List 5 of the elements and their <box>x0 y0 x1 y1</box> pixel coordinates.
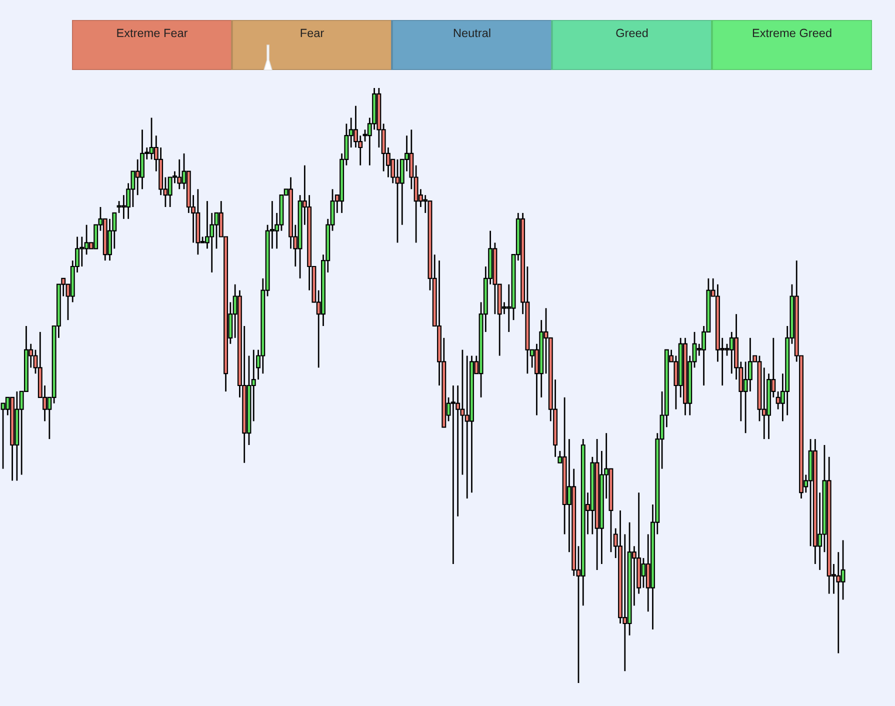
category-label: Neutral <box>454 28 490 38</box>
category-label: Greed <box>616 28 648 38</box>
category-label: Fear <box>300 28 324 38</box>
category-label: Extreme Fear <box>117 28 188 38</box>
category-label: Extreme Greed <box>752 28 832 38</box>
